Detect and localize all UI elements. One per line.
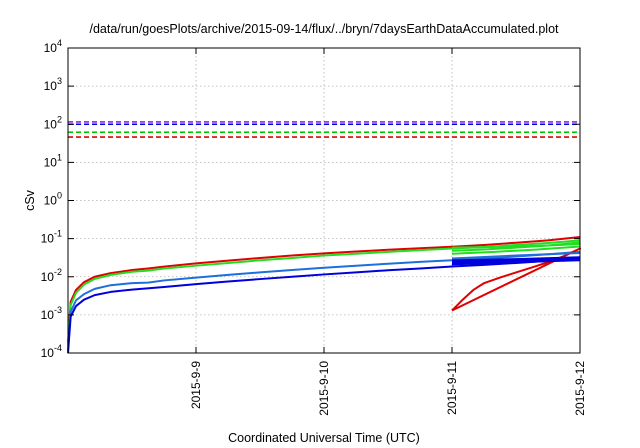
y-tick-exponent: 0: [57, 191, 62, 201]
y-tick-base: 10: [44, 155, 58, 169]
threshold-lines: [68, 121, 580, 138]
x-tick-label: 2015-9-11: [445, 361, 459, 415]
y-tick-exponent: 4: [57, 38, 62, 48]
y-tick-base: 10: [44, 79, 58, 93]
series-line: [451, 241, 581, 252]
x-axis: 2015-9-9 2015-9-10 2015-9-11 2015-9-12: [189, 48, 587, 416]
y-tick-base: 10: [41, 308, 55, 322]
series-lines: [67, 236, 581, 354]
y-tick-exponent: -2: [54, 267, 62, 277]
y-tick-exponent: 2: [57, 114, 62, 124]
y-tick-exponent: -4: [54, 343, 62, 353]
y-tick-base: 10: [44, 41, 58, 55]
x-tick-label: 2015-9-10: [317, 361, 331, 416]
y-tick-label: 103: [44, 76, 62, 93]
chart-title: /data/run/goesPlots/archive/2015-09-14/f…: [89, 22, 559, 36]
series-line: [451, 245, 581, 255]
y-tick-base: 10: [41, 346, 55, 360]
y-tick-exponent: 1: [57, 152, 62, 162]
y-tick-label: 10-1: [41, 229, 62, 246]
y-tick-label: 10-4: [41, 343, 62, 360]
series-line: [67, 257, 581, 354]
y-tick-base: 10: [41, 270, 55, 284]
series-line: [451, 256, 581, 262]
y-tick-base: 10: [44, 117, 58, 131]
x-axis-label: Coordinated Universal Time (UTC): [228, 431, 420, 445]
y-tick-exponent: -3: [54, 305, 62, 315]
y-tick-label: 101: [44, 152, 62, 169]
y-tick-label: 100: [44, 191, 62, 208]
y-tick-exponent: 3: [57, 76, 62, 86]
y-tick-label: 104: [44, 38, 62, 55]
grid: [68, 48, 580, 353]
series-line: [451, 251, 581, 260]
y-tick-base: 10: [41, 232, 55, 246]
y-tick-label: 10-3: [41, 305, 62, 322]
series-line: [451, 258, 581, 266]
y-tick-exponent: -1: [54, 229, 62, 239]
y-axis-label: cSv: [23, 189, 37, 211]
y-tick-label: 102: [44, 114, 62, 131]
series-line: [67, 236, 581, 344]
x-tick-label: 2015-9-9: [189, 361, 203, 409]
y-tick-base: 10: [44, 194, 58, 208]
y-tick-label: 10-2: [41, 267, 62, 284]
x-tick-label: 2015-9-12: [573, 361, 587, 416]
